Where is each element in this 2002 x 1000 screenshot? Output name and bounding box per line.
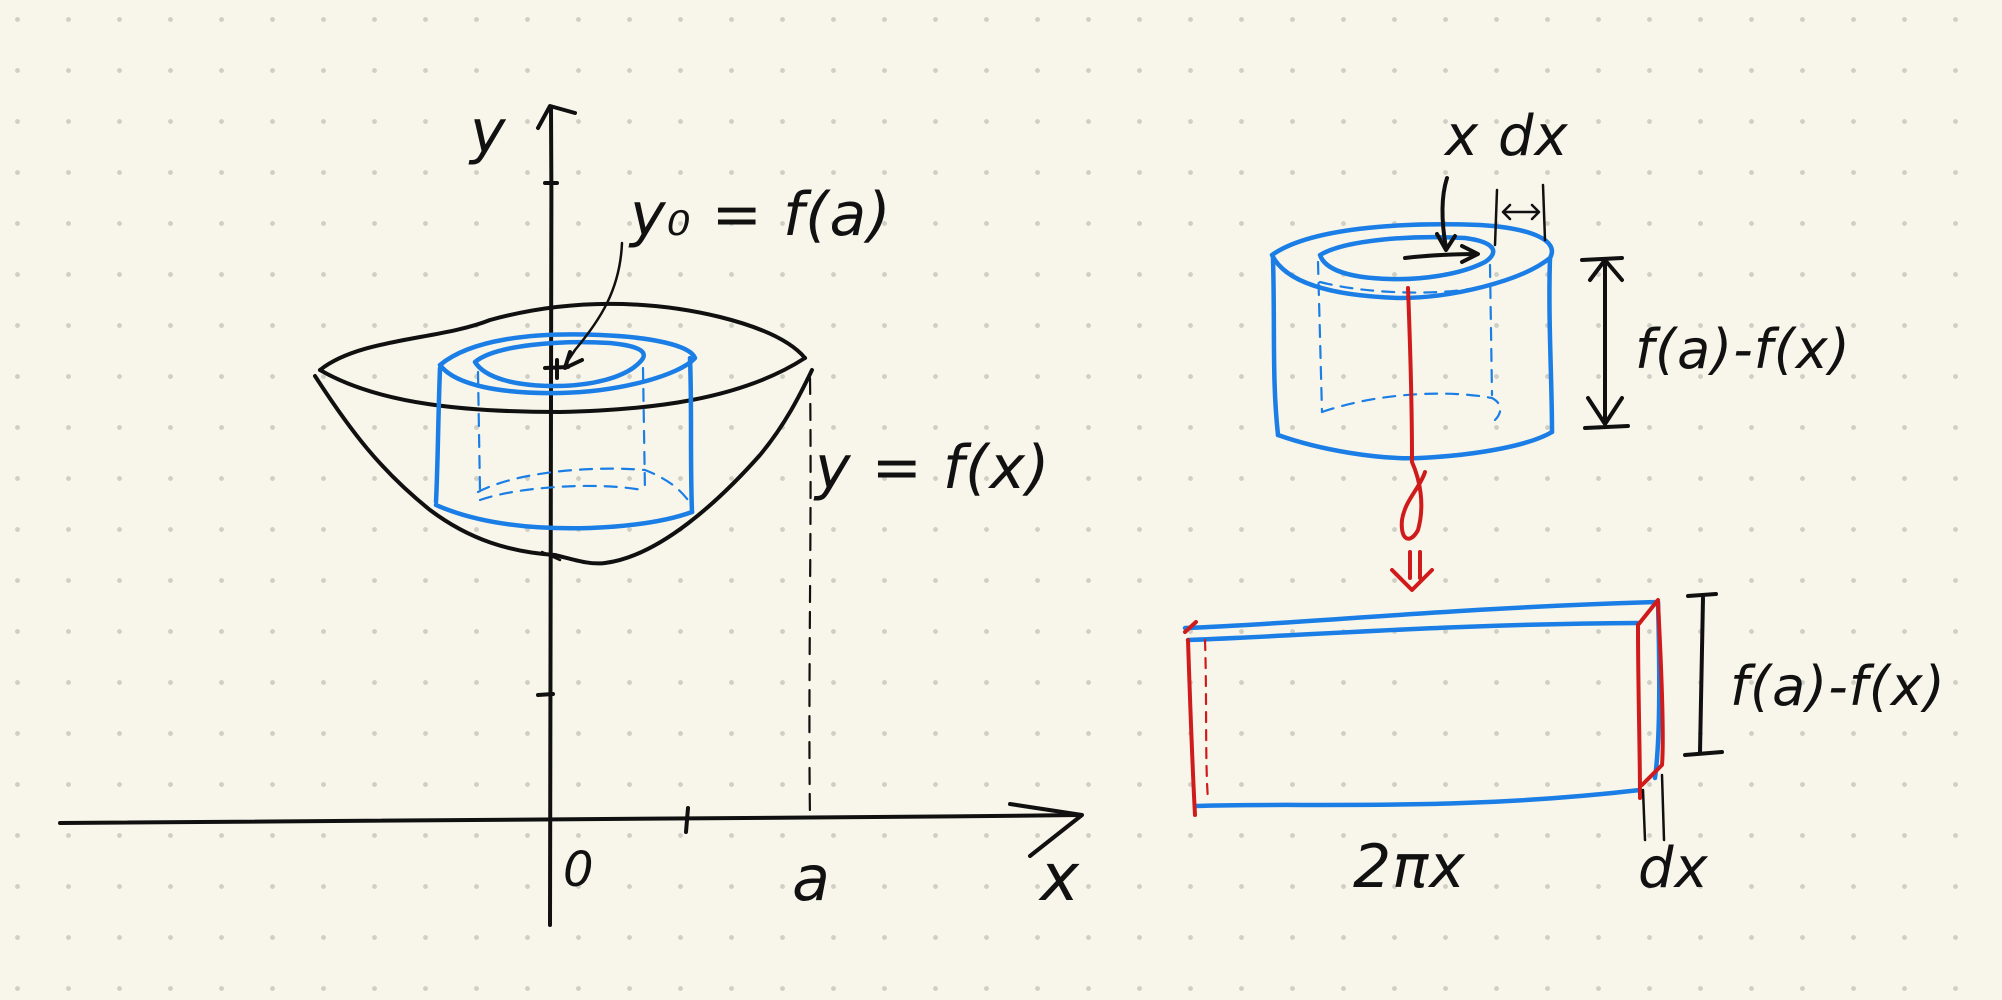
slab-left-edge [1186, 638, 1197, 817]
y-axis-label: y [468, 97, 507, 167]
bowl-bottom-mark [540, 550, 562, 562]
cyl-bottom-front [1275, 429, 1555, 461]
shell-inner-left-dashed [476, 370, 482, 494]
slab-height-label: f(a)-f(x) [1730, 655, 1946, 718]
height-arrow-bottom [1583, 396, 1630, 430]
shell-in-bowl [433, 241, 698, 531]
curve-label: y = f(x) [813, 433, 1050, 503]
bowl-surface [313, 301, 814, 566]
slab-height-bar-top [1686, 592, 1718, 598]
unrolled-slab [1182, 592, 1724, 842]
slab-thickness-label: dx [1638, 836, 1709, 901]
a-tick-label: a [792, 842, 831, 915]
slab-left-dashed [1203, 638, 1210, 802]
slab-right-front-edge [1636, 623, 1642, 800]
slab-left-top [1183, 620, 1198, 634]
coordinate-axes [58, 104, 1084, 927]
bowl-profile [313, 368, 814, 566]
cyl-right-edge [1547, 255, 1555, 435]
dx-mark-left [1641, 788, 1647, 842]
y-axis-arrowhead [536, 104, 577, 130]
cyl-bottom-dashed [1320, 392, 1502, 422]
shell-top-outer [437, 332, 698, 396]
cylindrical-shell [1269, 176, 1630, 462]
x-axis-label: x [1038, 839, 1080, 916]
unroll-loop [1399, 460, 1427, 541]
slab-width-label: 2πx [1353, 832, 1466, 902]
shell-bottom-dashed [476, 467, 690, 502]
cyl-top-inner [1317, 234, 1496, 282]
slab-height-bar-bottom [1683, 750, 1724, 757]
slab-right-diag-top [1636, 598, 1660, 627]
origin-label: 0 [563, 842, 595, 898]
shell-right-edge [687, 355, 695, 515]
shell-top-inner [472, 339, 646, 389]
shell-bottom-dashed-2 [478, 484, 644, 502]
x-label-pointer [1440, 176, 1449, 250]
bowl-rim-back [318, 301, 807, 372]
a-dashed-line [808, 376, 812, 820]
cyl-left-edge [1270, 255, 1281, 438]
dx-tick-right [1541, 183, 1547, 242]
y0-pointer-head [563, 350, 584, 370]
cyl-inner-left-dashed [1316, 260, 1324, 414]
shell-left-edge [433, 365, 443, 505]
y-axis-line [547, 106, 554, 927]
slab-top-back [1182, 599, 1661, 631]
bowl-rim-front [318, 356, 807, 414]
dx-double-arrow [1501, 203, 1541, 221]
cyl-cut-line [1406, 286, 1414, 462]
x-axis-arrowhead [1008, 802, 1084, 858]
y0-equation-label: y₀ = f(a) [628, 180, 892, 250]
shell-bottom-front [433, 502, 695, 531]
radius-arrow [1403, 252, 1477, 260]
height-arrow-top [1580, 256, 1624, 282]
cyl-inner-right-dashed [1488, 263, 1494, 397]
dx-mark-right [1660, 773, 1666, 842]
shell-inner-right-dashed [641, 366, 647, 494]
radius-arrowhead [1460, 244, 1480, 264]
dx-tick-left [1493, 188, 1499, 247]
slab-height-bar [1698, 596, 1705, 754]
shell-top-label: x dx [1443, 104, 1569, 169]
slab-right-back-red [1640, 600, 1665, 787]
y-tick-lower [536, 692, 555, 697]
unroll-stem [1408, 550, 1422, 580]
slab-top-front [1185, 620, 1641, 643]
slab-bottom [1192, 787, 1643, 809]
unroll-arrow [1390, 460, 1434, 592]
x-tick [684, 806, 690, 834]
x-axis-line [58, 813, 1082, 825]
shell-height-label: f(a)-f(x) [1635, 318, 1851, 381]
x-label-pointer-head [1435, 232, 1457, 252]
unroll-head [1390, 568, 1434, 592]
y0-pointer [563, 241, 624, 367]
